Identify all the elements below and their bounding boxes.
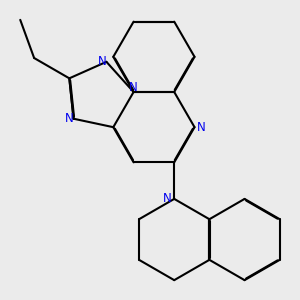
Text: N: N xyxy=(98,55,106,68)
Text: N: N xyxy=(129,81,138,94)
Text: N: N xyxy=(163,192,172,206)
Text: N: N xyxy=(197,121,206,134)
Text: N: N xyxy=(65,112,74,125)
